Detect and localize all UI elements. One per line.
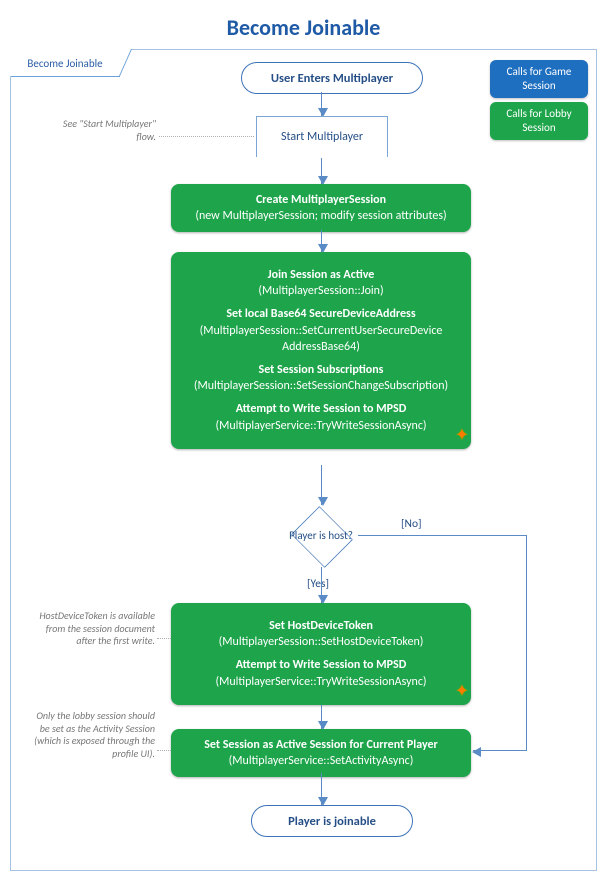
flow-canvas: Become Joinable Calls for Game Session C… [10, 49, 597, 871]
text: Set local Base64 SecureDeviceAddress [181, 306, 461, 322]
note-activity: Only the lobby session should be set as … [25, 710, 155, 760]
note-connector [159, 136, 254, 137]
label-yes: [Yes] [307, 577, 329, 591]
text: (MultiplayerSession::SetCurrentUserSecur… [181, 323, 461, 355]
node-document-label: Start Multiplayer [281, 130, 363, 144]
star-icon: ✦ [455, 429, 469, 443]
text: Attempt to Write Session to MPSD [181, 657, 461, 673]
label-no: [No] [401, 517, 422, 531]
text: Join Session as Active [181, 267, 461, 283]
note-host: HostDeviceToken is available from the se… [29, 610, 155, 648]
edge [321, 773, 322, 805]
text: (MultiplayerService::SetActivityAsync) [181, 753, 461, 769]
section-tab-label: Become Joinable [27, 57, 102, 70]
node-end-terminal: Player is joinable [251, 805, 413, 837]
legend-game: Calls for Game Session [490, 60, 588, 98]
node-activity: Set Session as Active Session for Curren… [171, 729, 471, 777]
text: (MultiplayerService::TryWriteSessionAsyn… [181, 418, 461, 434]
note-start: See "Start Multiplayer" flow. [51, 118, 156, 143]
edge [321, 92, 322, 116]
node-start-terminal: User Enters Multiplayer [241, 62, 423, 94]
note-connector [157, 638, 171, 639]
edge [321, 230, 322, 252]
edge [321, 158, 322, 184]
text: Create MultiplayerSession [181, 192, 461, 208]
node-host: Set HostDeviceToken (MultiplayerSession:… [171, 603, 471, 705]
star-icon: ✦ [455, 685, 469, 699]
edge [358, 535, 526, 536]
decision-text: Player is host? [284, 505, 358, 567]
text: (MultiplayerService::TryWriteSessionAsyn… [181, 674, 461, 690]
text: (MultiplayerSession::Join) [181, 283, 461, 299]
node-document: Start Multiplayer [256, 116, 388, 157]
text: Set HostDeviceToken [181, 618, 461, 634]
legend-lobby: Calls for Lobby Session [490, 102, 588, 140]
text: Set Session Subscriptions [181, 362, 461, 378]
node-join-setup: Join Session as Active (MultiplayerSessi… [171, 252, 471, 449]
edge [321, 705, 322, 729]
edge [526, 535, 527, 750]
text: Set Session as Active Session for Curren… [181, 737, 461, 753]
page-title: Become Joinable [0, 0, 607, 49]
edge [321, 567, 322, 603]
text: (MultiplayerSession::SetSessionChangeSub… [181, 378, 461, 394]
edge [321, 465, 322, 505]
node-create-session: Create MultiplayerSession (new Multiplay… [171, 184, 471, 232]
edge [473, 750, 527, 751]
section-tab: Become Joinable [10, 49, 120, 77]
text: (new MultiplayerSession; modify session … [181, 208, 461, 224]
text: (MultiplayerSession::SetHostDeviceToken) [181, 634, 461, 650]
text: Attempt to Write Session to MPSD [181, 401, 461, 417]
note-connector [157, 750, 171, 751]
node-decision: Player is host? [284, 505, 358, 567]
